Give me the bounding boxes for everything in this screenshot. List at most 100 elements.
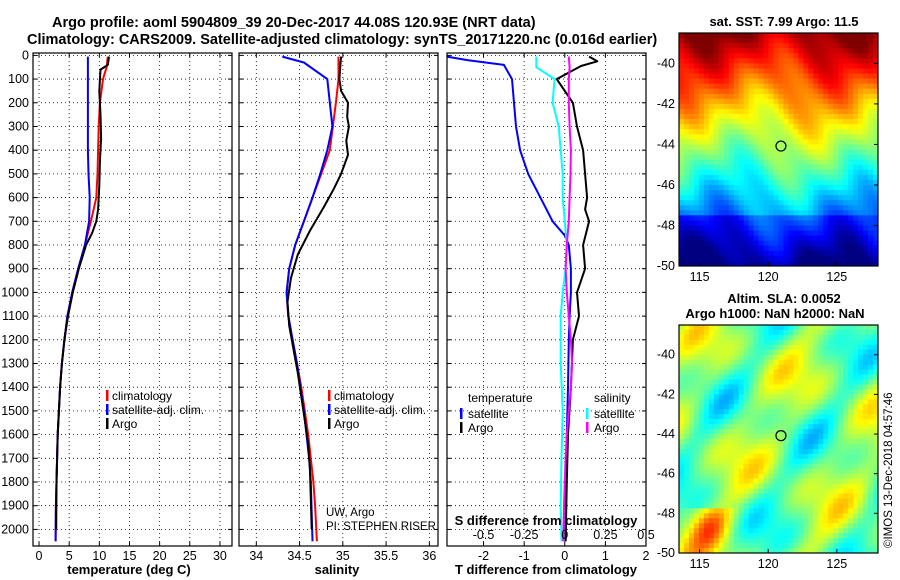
map-cell [823,503,829,509]
map-cell [733,73,740,79]
map-cell [713,149,720,155]
map-cell [763,73,769,79]
map-cell [763,205,769,211]
map-cell [693,493,700,499]
map-cell [843,78,849,85]
map-cell [728,439,735,445]
map-cell [763,255,769,262]
map-cell [713,374,720,380]
map-cell [818,379,824,385]
map-cell [848,334,854,341]
map-cell [828,439,834,445]
map-cell [718,195,725,201]
map-cell [728,164,735,171]
map-cell [783,205,789,211]
map-cell [708,149,715,155]
map-cell [718,369,725,375]
map-cell [763,78,769,85]
map-cell [688,434,695,440]
map-cell [823,63,829,69]
map-cell [788,190,794,196]
map-cell [823,250,829,257]
map-cell [738,250,745,257]
map-cell [783,384,789,390]
map-cell [768,448,774,455]
map-cell [763,88,769,95]
map-cell [683,478,690,485]
map-cell [728,169,735,176]
map-cell [763,164,769,171]
map-cell [718,498,725,504]
map-cell [833,513,839,519]
map-cell [723,384,730,390]
map-cell [679,88,685,95]
map-cell [683,53,690,59]
map-cell [818,108,824,115]
map-cell [868,200,874,206]
map-cell [679,429,685,435]
map-cell [738,43,745,49]
map-cell [793,63,799,69]
map-cell [833,548,839,554]
map-cell [723,498,730,504]
map-cell [728,230,735,237]
map-cell [688,108,695,115]
map-cell [768,523,774,529]
map-cell [679,255,685,262]
map-cell [738,134,745,140]
map-cell [823,548,829,554]
map-cell [793,124,799,130]
map-cell [738,379,745,385]
map-cell [713,439,720,445]
map-cell [718,144,725,150]
map-cell [748,38,755,44]
ytick-label: 400 [8,143,29,157]
map-cell [873,255,879,262]
map-cell [778,129,784,135]
map-cell [828,129,834,135]
map-cell [863,364,869,371]
map-cell [738,190,745,196]
map-cell [768,33,774,39]
map-cell [698,498,705,504]
map-cell [753,384,760,390]
map-cell [698,215,705,221]
map-cell [733,414,740,420]
map-cell [793,473,799,480]
map-cell [758,483,764,489]
map-cell [793,325,799,331]
map-cell [698,359,705,366]
map-cell [848,159,854,166]
map-cell [688,409,695,415]
map-cell [693,215,700,221]
map-cell [798,195,804,201]
map-cell [748,473,755,480]
map-cell [768,134,774,140]
map-cell [688,424,695,430]
map-cell [738,349,745,356]
map-cell [848,245,854,252]
map-cell [868,498,874,504]
map-cell [753,240,760,247]
map-cell [843,174,849,181]
map-cell [679,159,685,166]
map-cell [683,154,690,161]
map-cell [853,164,859,171]
map-cell [853,419,859,425]
map-cell [818,344,824,351]
map-cell [868,149,874,155]
map-cell [813,38,819,44]
map-cell [708,453,715,460]
map-cell [743,88,750,95]
map-cell [728,518,735,524]
map-cell [818,63,824,69]
map-cell [748,119,755,125]
map-cell [838,103,844,110]
map-cell [768,230,774,237]
map-cell [813,108,819,115]
map-cell [713,463,720,470]
map-cell [828,119,834,125]
map-cell [873,389,879,395]
map-cell [703,230,710,237]
map-cell [838,139,844,145]
